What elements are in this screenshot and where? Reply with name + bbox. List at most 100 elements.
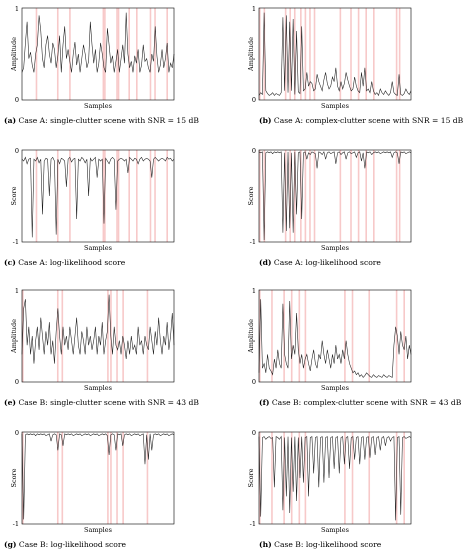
highlight-band-6 (122, 432, 124, 524)
x-axis-label: Samples (321, 102, 349, 110)
y-tick-bottom: -1 (13, 520, 19, 528)
caption-text: Case A: log-likelihood score (271, 258, 381, 267)
chart-f: 1 0 Samples Amplitude (247, 287, 412, 392)
y-tick-bottom: 0 (15, 378, 19, 386)
highlight-band-10 (403, 432, 405, 524)
highlight-band-0 (35, 150, 38, 242)
highlight-band-6 (304, 8, 307, 100)
highlight-band-4 (298, 432, 301, 524)
highlight-band-3 (102, 8, 105, 100)
caption-f: (f) Case B: complex-clutter scene with S… (259, 399, 461, 407)
highlight-band-10 (350, 8, 352, 100)
caption-e: (e) Case B: single-clutter scene with SN… (4, 399, 199, 407)
highlight-band-3 (107, 432, 109, 524)
caption-tag: (b) (259, 116, 272, 125)
y-tick-top: 1 (15, 287, 19, 295)
highlight-band-4 (298, 290, 301, 382)
highlight-band-1 (271, 290, 273, 382)
chart-d: 0 -1 Samples Score (247, 147, 412, 252)
highlight-band-8 (136, 8, 138, 100)
series-line (21, 156, 175, 238)
highlight-band-0 (35, 8, 38, 100)
highlight-band-9 (339, 8, 342, 100)
highlight-band-7 (128, 8, 130, 100)
series-line (21, 12, 175, 73)
highlight-band-12 (365, 150, 367, 242)
highlight-band-7 (146, 290, 149, 382)
highlight-band-3 (290, 432, 293, 524)
y-axis-label: Score (247, 468, 255, 487)
highlight-band-8 (368, 290, 371, 382)
highlight-band-4 (110, 432, 112, 524)
highlight-band-7 (309, 150, 311, 242)
highlight-band-1 (56, 290, 59, 382)
caption-text: Case A: complex-clutter scene with SNR =… (271, 116, 464, 125)
highlight-band-11 (357, 8, 360, 100)
caption-tag: (c) (4, 258, 16, 267)
plot-frame (21, 431, 175, 525)
highlight-band-1 (56, 150, 59, 242)
y-tick-top: 0 (252, 147, 256, 155)
highlight-band-11 (166, 8, 168, 100)
caption-d: (d) Case A: log-likelihood score (259, 259, 381, 267)
y-axis-label: Score (10, 468, 18, 487)
y-tick-bottom: -1 (13, 238, 19, 246)
highlight-band-10 (403, 290, 405, 382)
caption-h: (h) Case B: log-likelihood score (259, 541, 381, 549)
highlight-band-2 (61, 432, 64, 524)
caption-text: Case A: single-clutter scene with SNR = … (16, 116, 199, 125)
chart-a: 1 0 Samples Amplitude (10, 5, 175, 110)
highlight-band-12 (365, 8, 367, 100)
highlight-band-2 (69, 150, 71, 242)
caption-tag: (g) (4, 540, 17, 549)
caption-tag: (a) (4, 116, 17, 125)
highlight-band-6 (117, 150, 120, 242)
chart-g: 0 -1 Samples Score (10, 429, 175, 534)
highlight-band-6 (122, 290, 124, 382)
caption-text: Case B: complex-clutter scene with SNR =… (269, 398, 462, 407)
y-tick-top: 0 (252, 429, 256, 437)
highlight-band-0 (259, 150, 261, 242)
highlight-band-3 (107, 290, 109, 382)
highlight-band-6 (304, 150, 307, 242)
caption-text: Case A: log-likelihood score (15, 258, 126, 267)
y-tick-top: 1 (252, 287, 256, 295)
y-tick-top: 0 (15, 147, 19, 155)
plot-frame (21, 149, 175, 243)
x-axis-label: Samples (321, 384, 349, 392)
y-tick-top: 1 (15, 5, 19, 13)
plot-area (22, 432, 174, 524)
plot-frame (258, 289, 412, 383)
plot-area (259, 8, 411, 100)
highlight-band-2 (69, 8, 71, 100)
highlight-band-5 (116, 290, 118, 382)
x-axis-label: Samples (84, 384, 112, 392)
y-tick-bottom: -1 (250, 238, 256, 246)
x-axis-label: Samples (84, 102, 112, 110)
highlight-band-7 (351, 290, 354, 382)
chart-e: 1 0 Samples Amplitude (10, 287, 175, 392)
caption-g: (g) Case B: log-likelihood score (4, 541, 126, 549)
plot-area (22, 150, 174, 242)
plot-area (259, 150, 411, 242)
highlight-band-7 (146, 432, 149, 524)
chart-h: 0 -1 Samples Score (247, 429, 412, 534)
highlight-band-3 (290, 290, 293, 382)
highlight-band-5 (116, 432, 118, 524)
highlight-band-10 (154, 8, 156, 100)
y-axis-label: Amplitude (247, 37, 255, 72)
y-axis-label: Amplitude (10, 319, 18, 354)
caption-a: (a) Case A: single-clutter scene with SN… (4, 117, 199, 125)
caption-tag: (d) (259, 258, 272, 267)
y-axis-label: Amplitude (247, 319, 255, 354)
y-axis-label: Score (247, 186, 255, 205)
highlight-band-6 (344, 432, 346, 524)
y-tick-bottom: 0 (252, 96, 256, 104)
highlight-band-6 (344, 290, 346, 382)
highlight-band-13 (373, 150, 375, 242)
highlight-band-14 (395, 150, 398, 242)
highlight-band-1 (271, 432, 273, 524)
caption-tag: (h) (259, 540, 272, 549)
plot-frame (21, 289, 175, 383)
